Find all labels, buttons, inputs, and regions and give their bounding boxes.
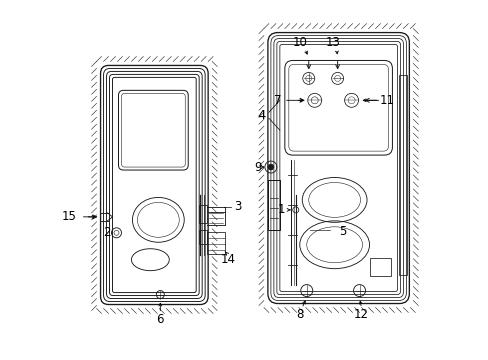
Bar — [199, 230, 207, 244]
Text: 11: 11 — [379, 94, 394, 107]
Text: 9: 9 — [254, 161, 261, 174]
Text: 4: 4 — [257, 109, 265, 122]
Text: 5: 5 — [338, 225, 346, 238]
Text: 12: 12 — [353, 308, 368, 321]
Text: 1: 1 — [278, 203, 285, 216]
Text: 8: 8 — [296, 308, 303, 321]
Text: 13: 13 — [325, 36, 339, 49]
Text: 7: 7 — [274, 94, 281, 107]
Text: 14: 14 — [220, 253, 235, 266]
Text: 2: 2 — [102, 226, 110, 239]
Bar — [267, 180, 279, 230]
Bar — [369, 258, 390, 276]
Bar — [399, 75, 407, 275]
Text: 10: 10 — [292, 36, 306, 49]
Text: 6: 6 — [156, 313, 164, 326]
Circle shape — [267, 164, 273, 170]
Text: 3: 3 — [234, 201, 241, 213]
Bar — [207, 232, 224, 254]
Bar — [199, 205, 207, 223]
Text: 15: 15 — [61, 210, 76, 223]
